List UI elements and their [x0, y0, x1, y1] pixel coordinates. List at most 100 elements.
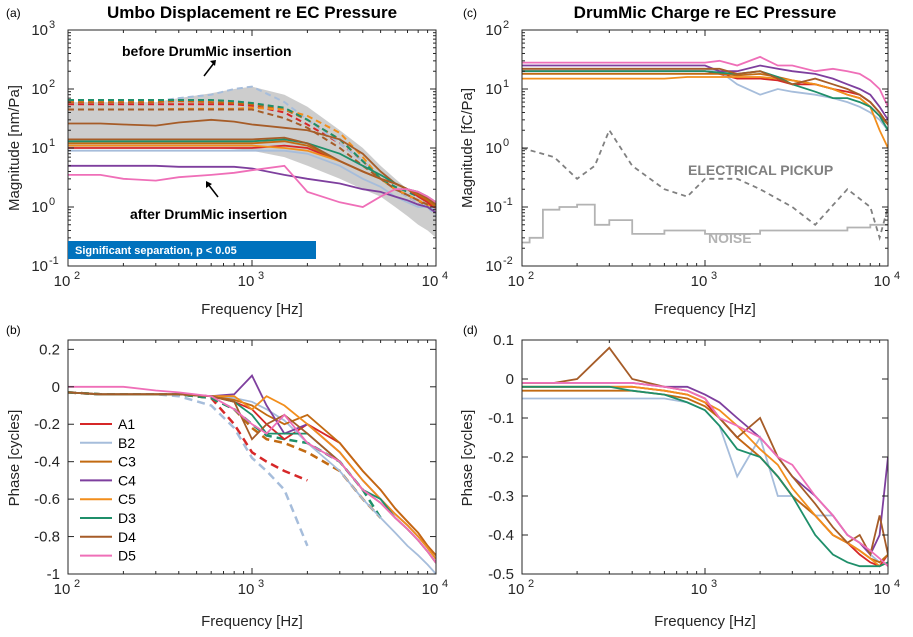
panel-b-y-tick-label: -0.4 — [34, 454, 60, 471]
arrow-after-icon — [206, 181, 219, 198]
panel-a-ylabel: Magnitude [nm/Pa] — [6, 85, 23, 211]
panel-d-x-tick-exp: 3 — [711, 578, 717, 590]
panel-d-plot-area: 10 2 10 3 10 4-0.5-0.4-0.3-0.2-0.100.1 — [488, 332, 900, 598]
arrow-before-icon — [203, 60, 216, 77]
panel-a-y-tick-exp: -1 — [49, 255, 59, 267]
panel-b-y-tick-label: -0.8 — [34, 529, 60, 546]
panel-c-y-tick-exp: 2 — [503, 19, 509, 31]
panel-b-y-tick-label: 0.2 — [39, 341, 60, 358]
series-D5 — [522, 382, 888, 567]
panel-d-letter: (d) — [463, 323, 478, 337]
panel-d-y-tick-label: -0.3 — [488, 488, 514, 505]
panel-b-y-tick-label: -0.6 — [34, 491, 60, 508]
panel-c-x-tick-exp: 4 — [894, 270, 900, 282]
panel-c-y-tick-label: 10 — [485, 258, 502, 275]
significance-label: Significant separation, p < 0.05 — [75, 245, 237, 257]
panel-b-ylabel: Phase [cycles] — [6, 410, 23, 507]
electrical-pickup-line — [522, 128, 888, 242]
panel-c-y-tick-exp: -1 — [503, 196, 513, 208]
panel-b-x-tick-exp: 3 — [258, 578, 264, 590]
legend-label-B2: B2 — [118, 435, 135, 451]
panel-a-letter: (a) — [6, 6, 21, 20]
series-D4-before — [68, 108, 436, 211]
panel-a-y-tick-label: 10 — [31, 199, 48, 216]
panel-c-plot-area: 10 2 10 3 10 410 -210 -110 010 110 2 — [485, 19, 900, 290]
panel-c-y-tick-exp: 1 — [503, 78, 509, 90]
panel-a-x-tick-label: 10 — [54, 273, 71, 290]
panel-d-y-tick-label: -0.5 — [488, 566, 514, 583]
panel-a-x-tick-label: 10 — [238, 273, 255, 290]
series-C5 — [522, 385, 888, 568]
noise-line — [522, 203, 888, 244]
panel-c-x-tick-label: 10 — [874, 273, 891, 290]
series-B2-after — [68, 149, 436, 211]
panel-d-y-tick-label: 0.1 — [493, 332, 514, 349]
panel-b-x-tick-exp: 2 — [74, 578, 80, 590]
panel-c-series — [522, 55, 888, 244]
panel-c-title: DrumMic Charge re EC Pressure — [574, 3, 837, 22]
panel-a-title: Umbo Displacement re EC Pressure — [107, 3, 397, 22]
series-D5 — [522, 55, 888, 108]
panel-c-y-tick-label: 10 — [485, 81, 502, 98]
panel-c-y-tick-label: 10 — [485, 22, 502, 39]
annotation-before-insertion: before DrumMic insertion — [122, 43, 292, 59]
series-D5-after — [68, 385, 436, 564]
panel-d-y-tick-label: -0.2 — [488, 449, 514, 466]
panel-a-x-tick-exp: 3 — [258, 270, 264, 282]
series-C3 — [522, 389, 888, 564]
panel-d-x-tick-label: 10 — [508, 581, 525, 598]
significance-bar — [68, 241, 316, 259]
panel-d-series — [522, 346, 888, 568]
legend-label-A1: A1 — [118, 416, 135, 432]
legend-label-D3: D3 — [118, 510, 136, 526]
annotation-electrical-pickup: ELECTRICAL PICKUP — [688, 162, 833, 178]
panel-a-y-tick-label: 10 — [31, 258, 48, 275]
panel-c-drummic-magnitude: (c) DrumMic Charge re EC Pressure 10 2 10 3… — [459, 3, 900, 318]
panel-b-x-tick-exp: 4 — [442, 578, 448, 590]
legend-label-D4: D4 — [118, 529, 136, 545]
series-D3 — [522, 70, 888, 131]
series-D3-before — [68, 99, 436, 206]
panel-d-x-tick-label: 10 — [691, 581, 708, 598]
panel-b-xlabel: Frequency [Hz] — [201, 613, 303, 630]
panel-b-x-tick-label: 10 — [238, 581, 255, 598]
series-B2 — [522, 397, 888, 564]
panel-c-y-tick-exp: 0 — [503, 137, 509, 149]
panel-c-x-tick-exp: 2 — [528, 270, 534, 282]
panel-c-x-tick-label: 10 — [508, 273, 525, 290]
panel-d-y-tick-label: 0 — [506, 371, 514, 388]
panel-c-x-tick-label: 10 — [691, 273, 708, 290]
panel-d-x-tick-exp: 4 — [894, 578, 900, 590]
panel-d-y-tick-label: -0.1 — [488, 410, 514, 427]
legend-label-D5: D5 — [118, 548, 136, 564]
series-A1-before — [68, 103, 436, 214]
series-B2-before — [68, 391, 309, 547]
series-C3 — [522, 72, 888, 126]
panel-b-umbo-phase: (b) 10 2 10 3 10 4-1-0.8-0.6-0.4-0.200.2 Phas… — [6, 323, 448, 630]
panel-a-x-tick-label: 10 — [422, 273, 439, 290]
panel-d-frame — [521, 339, 889, 575]
series-D4 — [522, 346, 888, 557]
series-C4 — [522, 64, 888, 121]
annotation-after-insertion: after DrumMic insertion — [130, 206, 287, 222]
panel-b-y-tick-label: 0 — [52, 379, 60, 396]
panel-a-y-tick-exp: 2 — [49, 78, 55, 90]
panel-c-xlabel: Frequency [Hz] — [654, 301, 756, 318]
panel-a-y-tick-label: 10 — [31, 140, 48, 157]
series-C5 — [522, 76, 888, 149]
panel-d-ylabel: Phase [cycles] — [459, 410, 476, 507]
series-C4-after — [68, 164, 436, 214]
panel-c-y-tick-exp: -2 — [503, 255, 513, 267]
panel-d-y-tick-label: -0.4 — [488, 527, 514, 544]
panel-a-y-tick-exp: 0 — [49, 196, 55, 208]
legend: A1 B2 C3 C4 C5 D3 D4 D5 — [80, 416, 136, 564]
panel-a-y-tick-exp: 3 — [49, 19, 55, 31]
panel-d-xlabel: Frequency [Hz] — [654, 613, 756, 630]
panel-a-umbo-magnitude: (a) Umbo Displacement re EC Pressure 10 2… — [6, 3, 448, 318]
panel-c-letter: (c) — [463, 6, 477, 20]
panel-a-y-tick-label: 10 — [31, 81, 48, 98]
annotation-noise: NOISE — [708, 230, 752, 246]
series-D5-after — [68, 164, 436, 208]
panel-c-y-tick-label: 10 — [485, 199, 502, 216]
